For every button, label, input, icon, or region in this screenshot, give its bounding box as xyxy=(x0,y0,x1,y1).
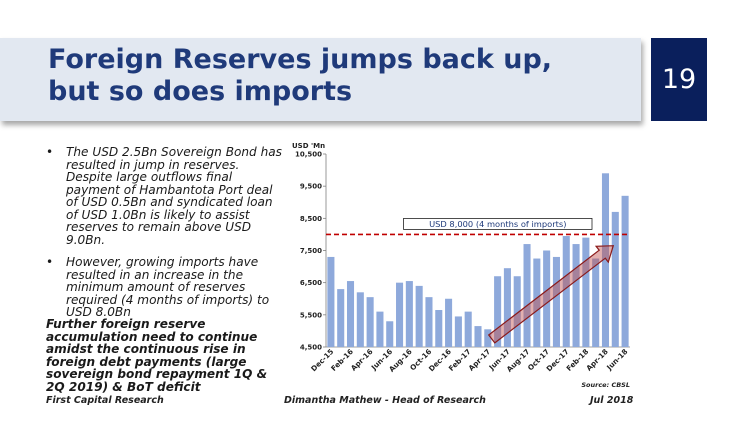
bar-Oct-16 xyxy=(425,297,433,347)
bar-Dec-15 xyxy=(327,256,335,347)
y-axis-label: USD 'Mn xyxy=(292,142,325,150)
bar-Jan-18 xyxy=(572,244,580,347)
y-tick-label: 8,500 xyxy=(300,215,322,223)
bullet-item: • However, growing imports have resulted… xyxy=(46,256,286,319)
bar-Jun-18 xyxy=(621,195,629,347)
bar-May-18 xyxy=(611,211,619,347)
bar-Apr-16 xyxy=(366,297,374,347)
trend-arrow xyxy=(487,245,615,344)
y-tick-label: 5,500 xyxy=(300,311,322,319)
bullet-marker: • xyxy=(46,145,54,159)
bar-Oct-17 xyxy=(543,250,551,347)
bar-Apr-18 xyxy=(601,173,610,347)
threshold-label-box xyxy=(403,218,593,230)
y-tick-label: 6,500 xyxy=(300,279,322,287)
bar-Aug-16 xyxy=(405,281,413,347)
bar-Feb-18 xyxy=(582,237,590,347)
bar-Jul-16 xyxy=(396,282,404,347)
bar-Jan-17 xyxy=(454,316,462,347)
bar-Jul-17 xyxy=(513,276,521,347)
x-tick-label: Apr-18 xyxy=(584,347,610,373)
x-tick-label: Jun-18 xyxy=(604,347,629,372)
bullet-list: • The USD 2.5Bn Sovereign Bond has resul… xyxy=(46,146,286,329)
bar-Jan-16 xyxy=(337,289,345,347)
summary-note: Further foreign reserve accumulation nee… xyxy=(46,317,268,394)
y-tick-label: 10,500 xyxy=(295,151,322,159)
bar-May-17 xyxy=(494,276,502,347)
bar-Aug-17 xyxy=(523,244,531,347)
source-note: Source: CBSL xyxy=(581,381,630,389)
bar-Nov-16 xyxy=(435,310,443,347)
slide-title: Foreign Reserves jumps back up, but so d… xyxy=(48,44,553,107)
y-tick-label: 7,500 xyxy=(300,247,322,255)
bar-Apr-17 xyxy=(484,329,492,347)
bullet-text: The USD 2.5Bn Sovereign Bond has resulte… xyxy=(66,145,282,247)
bar-Dec-17 xyxy=(562,236,570,347)
x-tick-label: Apr-17 xyxy=(467,347,493,373)
footer-center: Dimantha Mathew - Head of Research xyxy=(284,395,486,406)
bar-Sep-16 xyxy=(415,285,423,347)
bar-Mar-16 xyxy=(356,292,364,347)
bar-Jun-16 xyxy=(386,321,394,347)
x-tick-label: Apr-16 xyxy=(349,347,375,373)
bar-Jun-17 xyxy=(503,268,511,347)
bar-Mar-17 xyxy=(474,326,482,347)
bullet-text: However, growing imports have resulted i… xyxy=(66,255,270,319)
reserves-chart: USD 'Mn 4,500 5,500 6,500 7,500 8,500 9,500 10… xyxy=(292,142,630,389)
bar-Mar-18 xyxy=(592,258,600,347)
footer-left: First Capital Research xyxy=(46,395,164,406)
y-tick-label: 9,500 xyxy=(300,183,322,191)
bar-Dec-16 xyxy=(445,298,453,347)
bar-Nov-17 xyxy=(552,256,560,347)
bullet-item: • The USD 2.5Bn Sovereign Bond has resul… xyxy=(46,146,286,246)
y-tick-label: 4,500 xyxy=(300,344,322,352)
bar-Sep-17 xyxy=(533,258,541,347)
threshold-label: USD 8,000 (4 months of imports) xyxy=(429,219,566,229)
bar-May-16 xyxy=(376,311,384,347)
title-band xyxy=(0,38,641,121)
bar-Feb-17 xyxy=(464,311,472,347)
bullet-marker: • xyxy=(46,255,54,269)
page-number: 19 xyxy=(651,38,707,121)
footer-right: Jul 2018 xyxy=(590,395,634,406)
bar-Feb-16 xyxy=(346,281,355,347)
